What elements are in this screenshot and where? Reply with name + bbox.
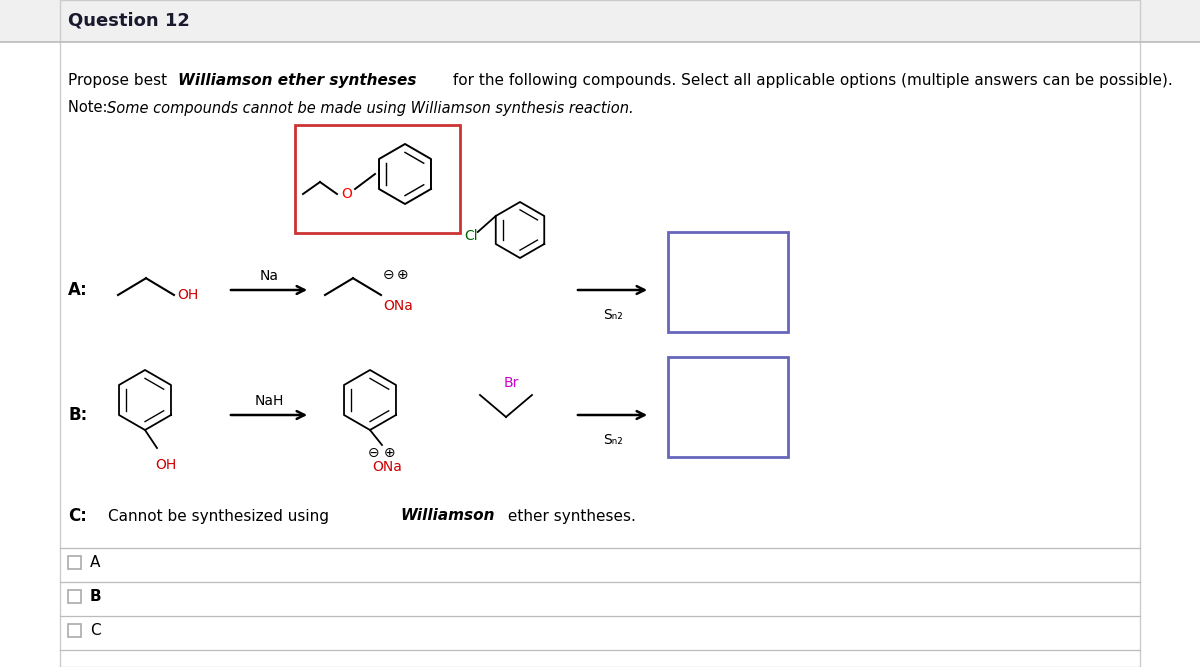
Text: Williamson ether syntheses: Williamson ether syntheses xyxy=(178,73,416,87)
Text: ONa: ONa xyxy=(383,299,413,313)
Text: C: C xyxy=(90,623,101,638)
Text: Question 12: Question 12 xyxy=(68,12,190,30)
Text: ⊖: ⊖ xyxy=(383,268,395,282)
Bar xyxy=(295,125,460,233)
Text: OH: OH xyxy=(155,458,176,472)
Text: Sₙ₂: Sₙ₂ xyxy=(604,308,623,322)
Text: Na: Na xyxy=(259,269,278,283)
Text: B:: B: xyxy=(68,406,88,424)
Text: B: B xyxy=(90,589,102,604)
Bar xyxy=(668,232,788,332)
Text: Cl: Cl xyxy=(463,229,478,243)
Text: OH: OH xyxy=(178,288,198,302)
Text: Propose best: Propose best xyxy=(68,73,172,87)
Text: Br: Br xyxy=(504,376,520,390)
Text: Cannot be synthesized using: Cannot be synthesized using xyxy=(108,508,334,524)
Bar xyxy=(668,357,788,457)
Text: ⊖: ⊖ xyxy=(368,446,379,460)
Text: Some compounds cannot be made using Williamson synthesis reaction.: Some compounds cannot be made using Will… xyxy=(107,101,634,115)
Text: Williamson: Williamson xyxy=(400,508,494,524)
Text: for the following compounds. Select all applicable options (multiple answers can: for the following compounds. Select all … xyxy=(448,73,1172,87)
Bar xyxy=(68,556,82,569)
Text: ⊕: ⊕ xyxy=(397,268,409,282)
Text: Sₙ₂: Sₙ₂ xyxy=(604,433,623,447)
Text: Note:: Note: xyxy=(68,101,112,115)
Text: C:: C: xyxy=(68,507,86,525)
Text: ⊕: ⊕ xyxy=(384,446,396,460)
Text: O: O xyxy=(342,187,353,201)
Text: ether syntheses.: ether syntheses. xyxy=(503,508,636,524)
Bar xyxy=(0,0,1200,42)
Text: NaH: NaH xyxy=(254,394,283,408)
Text: A:: A: xyxy=(68,281,88,299)
Bar xyxy=(68,624,82,637)
Bar xyxy=(68,590,82,603)
Text: A: A xyxy=(90,555,101,570)
Text: ONa: ONa xyxy=(372,460,402,474)
